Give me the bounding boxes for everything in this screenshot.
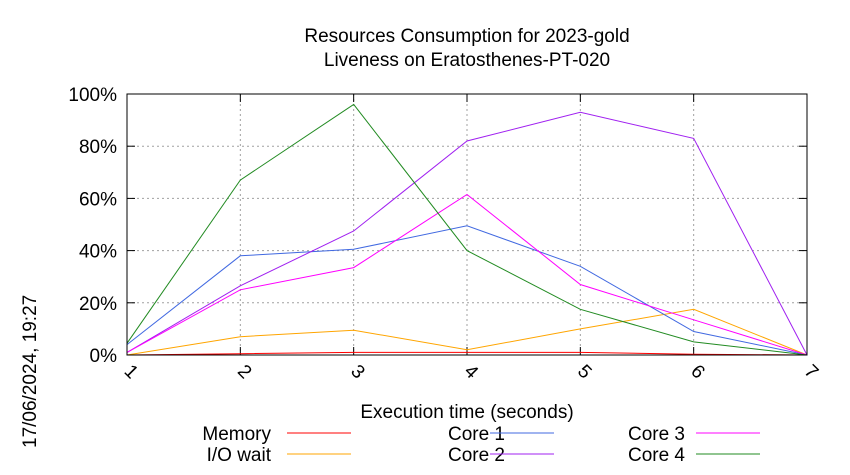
x-tick-label: 1: [120, 361, 142, 383]
series-line-memory: [126, 351, 808, 356]
timestamp-label: 17/06/2024, 19:27: [20, 295, 41, 448]
x-axis-ticks: 1 2 3 4 5 6 7: [120, 94, 822, 384]
x-tick-label: 4: [460, 361, 483, 384]
legend-label-memory: Memory: [202, 424, 271, 445]
series-line-core-2: [126, 111, 808, 356]
y-tick-label: 100%: [68, 85, 117, 106]
legend-label-core-1: Core 1: [448, 424, 505, 445]
y-tick-label: 20%: [79, 294, 117, 315]
chart-title-line-2: Liveness on Eratosthenes-PT-020: [324, 50, 610, 71]
chart-title-line-1: Resources Consumption for 2023-gold: [304, 26, 629, 47]
series-line-i-o-wait: [126, 308, 808, 356]
legend-label-i-o-wait: I/O wait: [207, 445, 272, 466]
x-tick-label: 5: [573, 361, 595, 383]
y-tick-label: 80%: [79, 137, 117, 158]
x-tick-label: 7: [800, 361, 822, 383]
x-tick-label: 6: [686, 361, 708, 383]
series-line-core-4: [126, 103, 808, 356]
x-axis-label: Execution time (seconds): [360, 402, 573, 423]
series-line-core-3: [126, 193, 808, 356]
y-tick-label: 0%: [90, 346, 118, 367]
series-line-core-1: [126, 225, 808, 356]
series-lines: [126, 103, 808, 356]
x-tick-label: 2: [233, 361, 255, 383]
legend-label-core-4: Core 4: [628, 445, 685, 466]
y-tick-label: 40%: [79, 242, 117, 263]
grid-lines: [127, 94, 807, 355]
x-tick-label: 3: [346, 361, 368, 383]
legend-label-core-2: Core 2: [448, 445, 505, 466]
legend-label-core-3: Core 3: [628, 424, 685, 445]
y-tick-label: 60%: [79, 189, 117, 210]
y-axis-ticks: 0% 20% 40% 60% 80% 100%: [68, 85, 807, 367]
plot-area-border: [126, 93, 808, 356]
